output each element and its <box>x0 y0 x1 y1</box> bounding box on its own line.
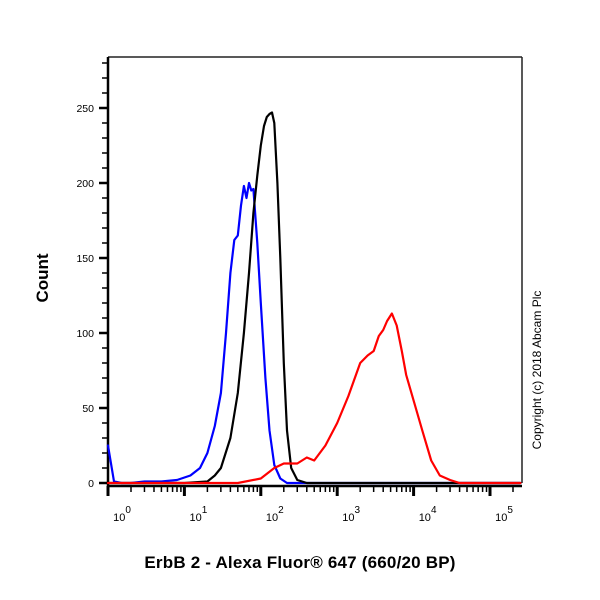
x-axis: 100 101 102 103 104 105 <box>106 486 514 524</box>
y-axis: 0 50 100 150 200 250 <box>76 62 108 490</box>
plot-frame <box>106 56 523 488</box>
y-axis-label: Count <box>33 253 52 303</box>
x-tick-label: 100 <box>113 505 131 524</box>
x-tick-label: 105 <box>495 505 513 524</box>
histogram-series-1 <box>106 181 522 485</box>
histogram-series-3 <box>106 312 522 485</box>
y-tick-label: 150 <box>76 253 94 265</box>
x-tick-label: 102 <box>266 505 284 524</box>
y-tick-label: 50 <box>82 403 94 415</box>
x-tick-label: 103 <box>342 505 360 524</box>
x-tick-label: 104 <box>419 505 437 524</box>
y-tick-label: 100 <box>76 328 94 340</box>
y-tick-label: 0 <box>88 478 94 490</box>
y-tick-label: 250 <box>76 103 94 115</box>
x-axis-label: ErbB 2 - Alexa Fluor® 647 (660/20 BP) <box>144 553 456 572</box>
histogram-series-2 <box>106 111 522 485</box>
copyright-notice: Copyright (c) 2018 Abcam Plc <box>530 290 544 450</box>
x-tick-label: 101 <box>189 505 207 524</box>
y-tick-label: 200 <box>76 178 94 190</box>
series-layer <box>106 111 522 485</box>
